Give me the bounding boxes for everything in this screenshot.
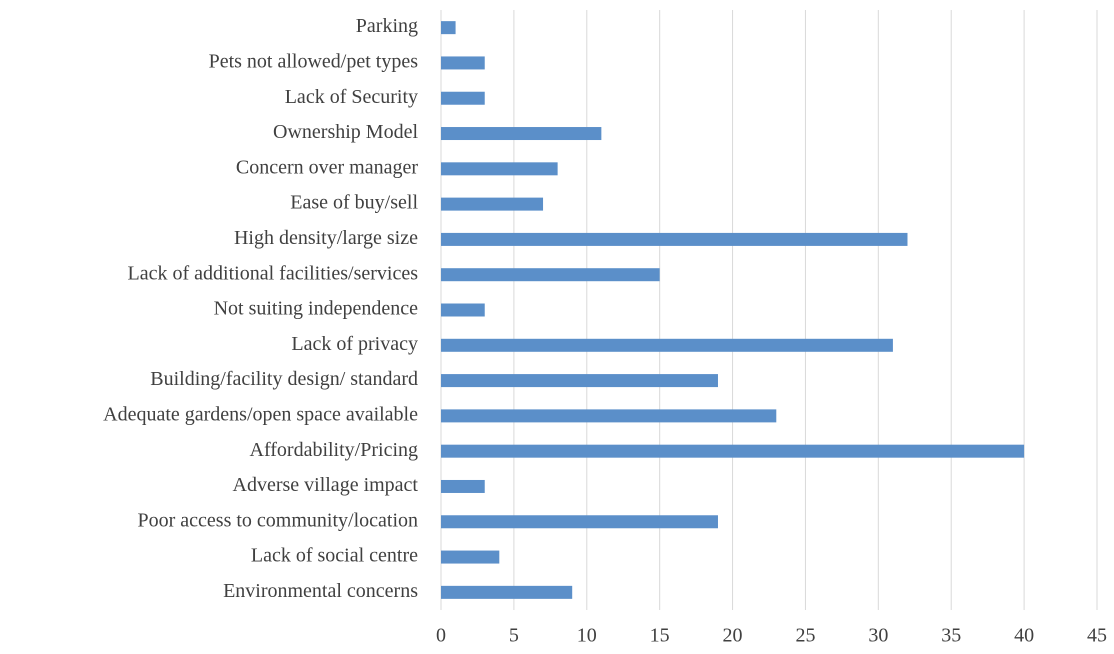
y-tick-label: Lack of Security: [285, 86, 418, 108]
y-tick-label: Lack of additional facilities/services: [128, 262, 419, 284]
bar: [441, 374, 718, 388]
x-tick-label: 20: [723, 625, 743, 647]
x-tick-label: 40: [1014, 625, 1034, 647]
bar: [441, 268, 660, 282]
y-tick-label: Adverse village impact: [233, 474, 419, 496]
bar: [441, 444, 1025, 458]
y-tick-label: Poor access to community/location: [138, 509, 419, 531]
x-tick-label: 5: [509, 625, 519, 647]
bar: [441, 338, 893, 352]
x-tick-label: 35: [941, 625, 961, 647]
x-tick-label: 0: [436, 625, 446, 647]
x-tick-label: 25: [795, 625, 815, 647]
y-tick-label: Lack of privacy: [291, 333, 418, 355]
bar: [441, 515, 718, 529]
y-tick-label: Lack of social centre: [251, 545, 418, 567]
y-tick-label: Pets not allowed/pet types: [209, 51, 419, 73]
bar: [441, 409, 777, 423]
y-tick-label: Adequate gardens/open space available: [103, 403, 418, 425]
y-tick-label: High density/large size: [234, 227, 418, 249]
bar: [441, 232, 908, 246]
bar: [441, 197, 544, 211]
y-tick-label: Affordability/Pricing: [250, 439, 419, 461]
x-tick-label: 10: [577, 625, 597, 647]
y-tick-label: Building/facility design/ standard: [150, 368, 418, 390]
x-tick-label: 15: [650, 625, 670, 647]
bar: [441, 550, 500, 564]
bar: [441, 91, 485, 105]
bar: [441, 585, 573, 599]
y-tick-label: Not suiting independence: [214, 298, 419, 320]
x-tick-label: 45: [1087, 625, 1107, 647]
bar: [441, 479, 485, 493]
bar: [441, 56, 485, 70]
y-tick-label: Ease of buy/sell: [290, 192, 418, 214]
bar: [441, 303, 485, 317]
bar: [441, 127, 602, 141]
y-tick-label: Concern over manager: [236, 156, 418, 178]
y-tick-label: Ownership Model: [273, 121, 418, 143]
bar: [441, 21, 456, 35]
y-tick-label: Environmental concerns: [223, 580, 418, 602]
y-tick-label: Parking: [356, 15, 418, 37]
x-tick-label: 30: [868, 625, 888, 647]
bar: [441, 162, 558, 176]
